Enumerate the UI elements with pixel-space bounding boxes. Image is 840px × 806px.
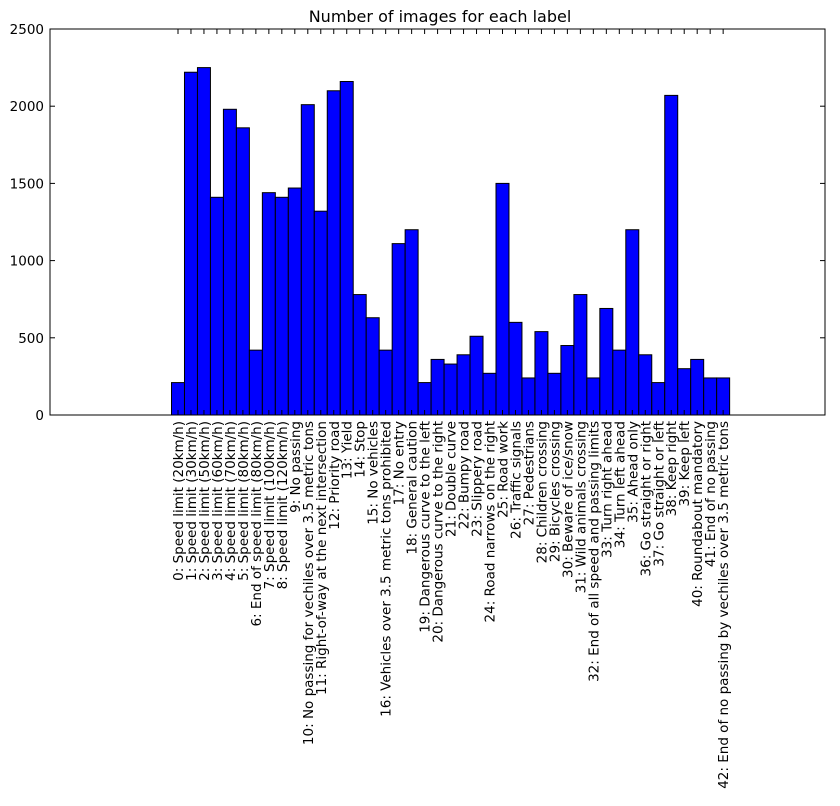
x-tick-label: 22: Bumpy road <box>457 421 473 529</box>
x-tick-label: 24: Road narrows on the right <box>483 421 499 622</box>
bar <box>235 127 250 416</box>
y-axis: 0 500 1000 1500 2000 2500 <box>10 22 825 424</box>
bar <box>430 358 445 416</box>
x-tick-label: 36: Go straight or right <box>638 421 654 576</box>
x-tick-label: 2: Speed limit (50km/h) <box>197 421 213 581</box>
bar <box>638 354 653 416</box>
plot-frame <box>49 28 826 416</box>
y-tick-label: 1500 <box>10 176 44 192</box>
bar <box>469 335 484 416</box>
x-tick-label: 12: Priority road <box>327 421 343 530</box>
bar <box>599 307 614 416</box>
x-tick-label: 23: Slippery road <box>470 421 486 537</box>
x-tick-label: 13: Yield <box>340 421 356 479</box>
x-tick-label: 40: Roundabout mandatory <box>690 421 706 607</box>
x-tick-label: 17: No entry <box>392 421 408 505</box>
x-tick-label: 28: Children crossing <box>534 421 550 563</box>
x-axis: 0: Speed limit (20km/h)1: Speed limit (3… <box>171 29 732 789</box>
bar <box>521 377 536 416</box>
bar <box>443 363 458 416</box>
x-tick-label: 0: Speed limit (20km/h) <box>171 421 187 581</box>
bar <box>222 108 237 416</box>
x-tick-label: 30: Beware of ice/snow <box>560 421 576 578</box>
y-tick-label: 0 <box>35 408 44 424</box>
bar <box>209 196 224 416</box>
x-tick-label: 37: Go straight or left <box>651 421 667 567</box>
x-tick-label: 1: Speed limit (30km/h) <box>184 421 200 581</box>
x-tick-label: 10: No passing for vechiles over 3.5 met… <box>301 421 317 745</box>
y-tick-label: 500 <box>18 331 44 347</box>
bar <box>690 358 705 416</box>
x-tick-label: 35: Ahead only <box>625 421 641 523</box>
x-tick-label: 39: Keep left <box>677 421 693 507</box>
bar <box>391 243 406 416</box>
x-tick-label: 15: No vehicles <box>366 421 382 525</box>
x-tick-label: 6: End of speed limit (80km/h) <box>249 421 265 627</box>
bar <box>677 368 692 416</box>
bar <box>300 104 315 416</box>
bar <box>547 372 562 416</box>
x-tick-label: 16: Vehicles over 3.5 metric tons prohib… <box>379 421 395 717</box>
x-tick-label: 18: General caution <box>405 421 421 555</box>
x-tick-label: 33: Turn right ahead <box>599 421 615 558</box>
y-tick-label: 2000 <box>10 99 44 115</box>
bar <box>625 229 640 416</box>
x-tick-label: 21: Double curve <box>444 421 460 537</box>
bar <box>313 210 328 416</box>
x-tick-label: 5: Speed limit (80km/h) <box>236 421 252 581</box>
bar <box>183 71 198 416</box>
bar <box>495 182 510 416</box>
bar <box>560 345 575 416</box>
x-tick-label: 32: End of all speed and passing limits <box>586 421 602 682</box>
x-tick-label: 14: Stop <box>353 421 369 478</box>
bar <box>196 67 211 416</box>
x-tick-label: 29: Bicycles crossing <box>547 421 563 562</box>
bar <box>261 192 276 416</box>
bar <box>482 372 497 416</box>
bar <box>612 349 627 416</box>
x-tick-label: 19: Dangerous curve to the left <box>418 421 434 633</box>
x-tick-label: 20: Dangerous curve to the right <box>431 421 447 643</box>
x-tick-label: 7: Speed limit (100km/h) <box>262 421 278 589</box>
y-tick-label: 2500 <box>10 22 44 38</box>
bar <box>586 377 601 416</box>
bar <box>703 377 718 416</box>
x-tick-label: 34: Turn left ahead <box>612 421 628 548</box>
bars-group <box>171 67 731 416</box>
x-tick-label: 26: Traffic signals <box>508 421 524 539</box>
bar <box>378 349 393 416</box>
x-tick-label: 38: Keep right <box>664 421 680 516</box>
x-tick-label: 41: End of no passing <box>703 421 719 567</box>
bar <box>352 294 367 416</box>
bar <box>508 321 523 416</box>
bar <box>456 354 471 416</box>
x-tick-label: 8: Speed limit (120km/h) <box>275 421 291 589</box>
x-tick-label: 4: Speed limit (70km/h) <box>223 421 239 581</box>
bar <box>664 94 679 416</box>
x-tick-label: 27: Pedestrians <box>521 421 537 525</box>
chart-title: Number of images for each label <box>309 7 572 26</box>
bar <box>274 196 289 416</box>
bar <box>534 331 549 416</box>
bar <box>573 294 588 416</box>
bar <box>287 187 302 416</box>
bar <box>716 377 731 416</box>
x-tick-label: 3: Speed limit (60km/h) <box>210 421 226 581</box>
x-tick-label: 11: Right-of-way at the next intersectio… <box>314 421 330 695</box>
x-tick-label: 42: End of no passing by vechiles over 3… <box>716 421 732 789</box>
x-tick-label: 31: Wild animals crossing <box>573 421 589 593</box>
bar <box>248 349 263 416</box>
bar <box>404 229 419 416</box>
x-tick-label: 25: Road work <box>495 421 511 518</box>
y-tick-label: 1000 <box>10 254 44 270</box>
bar <box>365 317 380 416</box>
bar <box>326 90 341 416</box>
x-tick-label: 9: No passing <box>288 421 304 513</box>
bar <box>339 81 354 416</box>
